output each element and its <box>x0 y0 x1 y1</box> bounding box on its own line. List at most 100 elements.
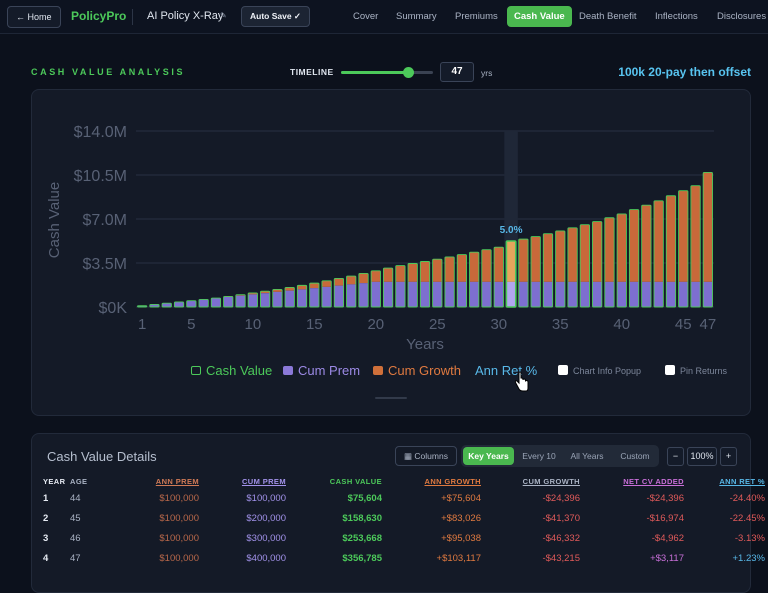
table-cell: $100,000 <box>103 488 199 508</box>
legend-cash-value[interactable]: Cash Value <box>191 363 272 379</box>
zoom-out-button[interactable]: − <box>667 447 684 466</box>
bar-cum-growth <box>445 257 454 282</box>
col-year[interactable]: YEAR <box>43 474 70 488</box>
tab-cover[interactable]: Cover <box>346 6 385 27</box>
columns-button[interactable]: ▦ Columns <box>395 446 457 466</box>
bar-cum-prem <box>359 283 368 307</box>
legend-cum-prem[interactable]: Cum Prem <box>283 363 360 379</box>
bar-cum-prem <box>666 282 675 307</box>
x-tick-label: 5 <box>187 316 195 333</box>
home-button[interactable]: ← Home <box>7 6 61 28</box>
table-cell: -$4,962 <box>580 528 684 548</box>
tab-summary[interactable]: Summary <box>389 6 444 27</box>
bar-cum-prem <box>580 282 589 307</box>
view-all-years[interactable]: All Years <box>564 447 610 465</box>
table-cell: $300,000 <box>199 528 286 548</box>
timeline-slider-fill <box>341 71 408 74</box>
bar-cum-prem <box>543 282 552 307</box>
col-age[interactable]: AGE <box>70 474 103 488</box>
table-cell: -22.45% <box>684 508 765 528</box>
bar-cum-prem <box>433 282 442 307</box>
legend-cum-growth[interactable]: Cum Growth <box>373 363 461 379</box>
bar-cum-growth <box>297 285 306 289</box>
view-custom[interactable]: Custom <box>613 447 657 465</box>
x-tick-label: 25 <box>429 316 446 333</box>
bar-cum-prem <box>297 289 306 307</box>
bar-cum-prem <box>396 282 405 307</box>
col-ann-ret[interactable]: ANN RET % <box>684 474 765 488</box>
bar-cum-prem <box>285 291 294 307</box>
bar-cum-growth <box>347 276 356 284</box>
table-cell: +$95,038 <box>382 528 481 548</box>
table-cell: -$46,332 <box>481 528 580 548</box>
hand-cursor-icon <box>514 371 530 393</box>
bar-cum-growth <box>654 201 663 282</box>
tab-death-benefit[interactable]: Death Benefit <box>572 6 644 27</box>
bar-cum-growth <box>371 271 380 282</box>
col-net-cv-added[interactable]: NET CV ADDED <box>580 474 684 488</box>
bar-cum-growth <box>580 225 589 282</box>
timeline-slider-thumb[interactable] <box>403 67 414 78</box>
checkbox-box[interactable] <box>665 365 675 375</box>
zoom-level: 100% <box>687 447 717 466</box>
y-tick-label: $0K <box>99 300 128 317</box>
checkbox-label: Pin Returns <box>680 366 727 376</box>
tab-premiums[interactable]: Premiums <box>448 6 505 27</box>
col-cum-prem[interactable]: CUM PREM <box>199 474 286 488</box>
bar-cum-growth <box>592 222 601 282</box>
bar-cum-growth <box>543 234 552 282</box>
pin-returns-checkbox[interactable]: Pin Returns <box>665 365 727 376</box>
table-cell: -3.13% <box>684 528 765 548</box>
bar-cum-growth <box>433 259 442 282</box>
top-bar: ← Home PolicyPro AI Policy X-Ray ✎ Auto … <box>0 0 768 34</box>
table-cell: -$41,370 <box>481 508 580 528</box>
col-ann-prem[interactable]: ANN PREM <box>103 474 199 488</box>
zoom-in-button[interactable]: + <box>720 447 737 466</box>
table-cell: 3 <box>43 528 70 548</box>
bar-cum-growth <box>383 268 392 282</box>
chart-info-popup-checkbox[interactable]: Chart Info Popup <box>558 365 641 376</box>
timeline-years-input[interactable]: 47 <box>440 62 474 82</box>
timeline-label: TIMELINE <box>290 67 334 77</box>
bar-cum-growth <box>666 196 675 282</box>
tab-disclosures[interactable]: Disclosures <box>710 6 768 27</box>
bar-cum-growth <box>359 273 368 283</box>
view-every-10[interactable]: Every 10 <box>517 447 561 465</box>
col-ann-growth[interactable]: ANN GROWTH <box>382 474 481 488</box>
view-key-years[interactable]: Key Years <box>463 447 514 465</box>
bar-cum-growth <box>420 261 429 281</box>
bar-cum-growth <box>334 278 343 285</box>
y-tick-label: $3.5M <box>83 256 127 273</box>
bar-cum-prem <box>482 282 491 307</box>
x-axis-label: Years <box>406 336 444 353</box>
ann-ret-label: 5.0% <box>500 225 523 236</box>
legend-label: Cum Growth <box>388 363 461 378</box>
y-axis-label: Cash Value <box>46 182 63 258</box>
x-tick-label: 15 <box>306 316 323 333</box>
tab-cash-value[interactable]: Cash Value <box>507 6 572 27</box>
bar-cum-prem <box>679 282 688 307</box>
table-cell: -$43,215 <box>481 548 580 568</box>
table-cell: -$24,396 <box>481 488 580 508</box>
details-title: Cash Value Details <box>47 449 157 464</box>
legend-swatch-cum-prem <box>283 366 293 375</box>
col-cash-value[interactable]: CASH VALUE <box>286 474 382 488</box>
bar-cum-prem <box>592 282 601 307</box>
x-tick-label: 20 <box>367 316 384 333</box>
bar-cum-prem <box>334 286 343 307</box>
bar-cum-prem <box>605 282 614 307</box>
col-cum-growth[interactable]: CUM GROWTH <box>481 474 580 488</box>
tab-inflections[interactable]: Inflections <box>648 6 705 27</box>
bar-cum-growth <box>396 266 405 282</box>
autosave-button[interactable]: Auto Save ✓ <box>241 6 310 27</box>
edit-icon[interactable]: ✎ <box>220 11 227 20</box>
bar-cum-prem <box>174 302 183 307</box>
bar-cum-prem <box>408 282 417 307</box>
timeline-slider[interactable] <box>341 71 433 74</box>
bar-cum-prem <box>629 282 638 307</box>
checkbox-box[interactable] <box>558 365 568 375</box>
